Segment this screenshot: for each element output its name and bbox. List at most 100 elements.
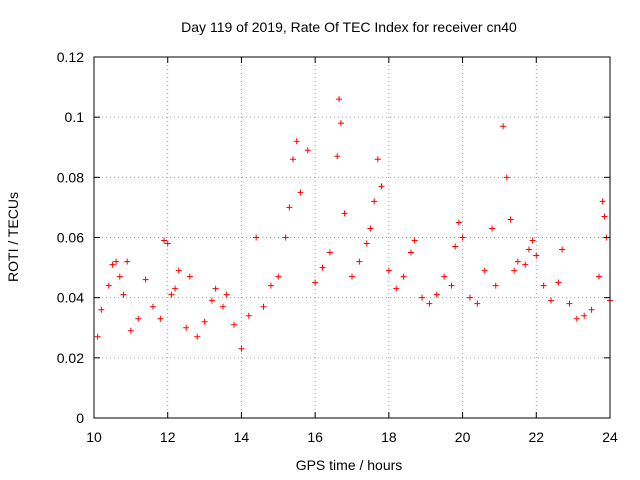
data-point [588, 306, 595, 313]
data-point [407, 249, 414, 256]
y-tick-label: 0.08 [57, 169, 84, 185]
data-point [135, 315, 142, 322]
y-tick-label: 0.02 [57, 350, 84, 366]
data-point [514, 258, 521, 265]
data-point [599, 198, 606, 205]
plot-frame [93, 56, 611, 419]
data-point [533, 252, 540, 259]
data-point [161, 237, 168, 244]
data-point [286, 204, 293, 211]
data-point [253, 234, 260, 241]
data-point [183, 324, 190, 331]
data-point [448, 282, 455, 289]
data-point [548, 297, 555, 304]
data-point [507, 216, 514, 223]
data-point [459, 234, 466, 241]
data-point [378, 183, 385, 190]
y-tick-label: 0.12 [57, 49, 84, 65]
data-points [94, 96, 613, 352]
data-point [297, 189, 304, 196]
y-axis-label: ROTI / TECUs [5, 192, 21, 282]
data-point [124, 258, 131, 265]
data-point [522, 261, 529, 268]
data-point [503, 174, 510, 181]
chart-title: Day 119 of 2019, Rate Of TEC Index for r… [181, 19, 517, 35]
x-tick-label: 24 [602, 429, 618, 445]
data-point [455, 219, 462, 226]
y-tick-label: 0.1 [65, 109, 85, 125]
data-point [595, 273, 602, 280]
data-point [573, 315, 580, 322]
data-point [540, 282, 547, 289]
data-point [149, 303, 156, 310]
data-point [220, 303, 226, 310]
data-point [500, 123, 507, 130]
data-point [238, 345, 245, 352]
data-point [581, 312, 588, 319]
data-point [267, 282, 274, 289]
data-point [337, 120, 344, 127]
data-point [293, 138, 300, 145]
data-point [231, 321, 238, 328]
data-point [411, 237, 418, 244]
data-point [208, 297, 215, 304]
data-point [374, 156, 381, 163]
data-point [363, 240, 370, 247]
y-tick-label: 0 [76, 410, 84, 426]
data-point [168, 291, 175, 298]
data-point [212, 285, 219, 292]
data-point [529, 237, 536, 244]
grid-lines [94, 57, 610, 418]
data-point [312, 279, 319, 286]
data-point [433, 291, 440, 298]
x-tick-label: 10 [86, 429, 102, 445]
data-point [201, 318, 208, 325]
data-point [113, 258, 120, 265]
data-point [426, 300, 433, 307]
data-point [511, 267, 518, 274]
x-tick-label: 12 [160, 429, 176, 445]
data-point [419, 294, 426, 301]
data-point [109, 261, 116, 268]
data-point [566, 300, 573, 307]
data-point [157, 315, 164, 322]
y-tick-label: 0.06 [57, 230, 84, 246]
y-tick-label: 0.04 [57, 290, 84, 306]
data-point [349, 273, 355, 280]
data-point [223, 291, 230, 298]
x-tick-label: 20 [455, 429, 471, 445]
data-point [441, 273, 448, 280]
data-point [186, 273, 193, 280]
data-point [175, 267, 182, 274]
data-point [356, 258, 363, 265]
data-point [116, 273, 123, 280]
data-point [400, 273, 407, 280]
data-point [371, 198, 378, 205]
data-point [525, 246, 532, 253]
data-point [601, 213, 608, 220]
data-point [290, 156, 297, 163]
data-point [127, 327, 134, 334]
x-tick-label: 16 [307, 429, 323, 445]
data-point [341, 210, 348, 217]
data-point [393, 285, 400, 292]
data-point [481, 267, 488, 274]
data-point [474, 300, 481, 307]
x-tick-label: 14 [234, 429, 250, 445]
data-point [172, 285, 179, 292]
data-point [142, 276, 149, 283]
data-point [334, 153, 341, 160]
data-point [559, 246, 566, 253]
data-point [105, 282, 112, 289]
x-tick-label: 18 [381, 429, 397, 445]
data-point [336, 96, 343, 103]
data-point [555, 279, 562, 286]
axis-ticks: 10 12 14 16 18 20 22 24 0 0.02 0.04 0.06 0.08 0.1 0.12 [57, 49, 618, 445]
data-point [452, 243, 459, 250]
data-point [98, 306, 105, 313]
x-axis-label: GPS time / hours [296, 457, 403, 473]
data-point [367, 225, 374, 232]
data-point [194, 333, 201, 340]
data-point [94, 333, 101, 340]
